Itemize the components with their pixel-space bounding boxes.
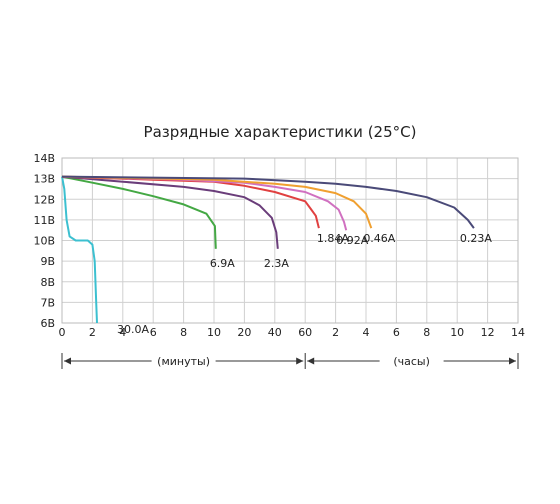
y-tick-label: 11В	[33, 214, 55, 227]
y-tick-label: 7В	[40, 296, 55, 309]
series-line	[61, 176, 98, 324]
series-line	[61, 175, 279, 249]
x-tick-label: 8	[180, 326, 187, 339]
y-tick-label: 13В	[33, 173, 55, 186]
plot-grid	[61, 157, 519, 324]
x-tick-labels: 0 2 4 6 8 10 20 40 60 2 4 6 8 10 12 14	[59, 326, 526, 339]
arrowhead-right	[296, 357, 304, 365]
y-tick-label: 12В	[33, 193, 55, 206]
x-tick-label: 60	[298, 326, 312, 339]
segment-label: (часы)	[393, 355, 430, 368]
series-line	[61, 175, 348, 231]
y-tick-label: 9В	[40, 255, 55, 268]
series-lines	[61, 175, 475, 324]
series-label: 1.84A	[317, 232, 349, 245]
x-tick-label: 0	[59, 326, 66, 339]
y-tick-label: 8В	[40, 276, 55, 289]
y-tick-label: 6В	[40, 317, 55, 330]
x-tick-label: 2	[89, 326, 96, 339]
x-tick-label: 8	[423, 326, 430, 339]
series-label: 30.0A	[117, 323, 149, 336]
y-tick-labels: 6В 7В 8В 9В 10В 11В 12В 13В 14В	[33, 152, 55, 330]
segment-label-bg	[379, 353, 444, 369]
series-label: 2.3A	[264, 257, 289, 270]
x-segment-arrows: (минуты) (часы)	[61, 353, 519, 369]
arrowhead-left	[64, 357, 71, 365]
arrowhead-left	[307, 357, 315, 365]
arrowhead-right	[509, 357, 516, 365]
x-tick-label: 2	[332, 326, 339, 339]
x-tick-label: 10	[207, 326, 221, 339]
series-line	[61, 175, 373, 229]
segment-label: (минуты)	[157, 355, 210, 368]
series-label: 0.23A	[460, 232, 492, 245]
series-line	[61, 175, 475, 229]
x-tick-label: 10	[450, 326, 464, 339]
x-tick-label: 6	[150, 326, 157, 339]
series-line	[61, 175, 217, 249]
segment-label-bg	[151, 353, 216, 369]
x-tick-label: 4	[363, 326, 370, 339]
x-tick-label: 20	[237, 326, 251, 339]
x-tick-label: 14	[511, 326, 525, 339]
series-label: 0.92A	[336, 234, 368, 247]
series-label: 0.46A	[363, 232, 395, 245]
series-label: 6.9A	[210, 257, 235, 270]
y-tick-label: 10В	[33, 235, 55, 248]
x-tick-label: 4	[119, 326, 126, 339]
y-tick-label: 14В	[33, 152, 55, 165]
chart-title: Разрядные характеристики (25°C)	[144, 123, 417, 141]
x-tick-label: 40	[268, 326, 282, 339]
plot-frame	[61, 157, 519, 324]
x-tick-label: 6	[393, 326, 400, 339]
x-tick-label: 12	[481, 326, 495, 339]
